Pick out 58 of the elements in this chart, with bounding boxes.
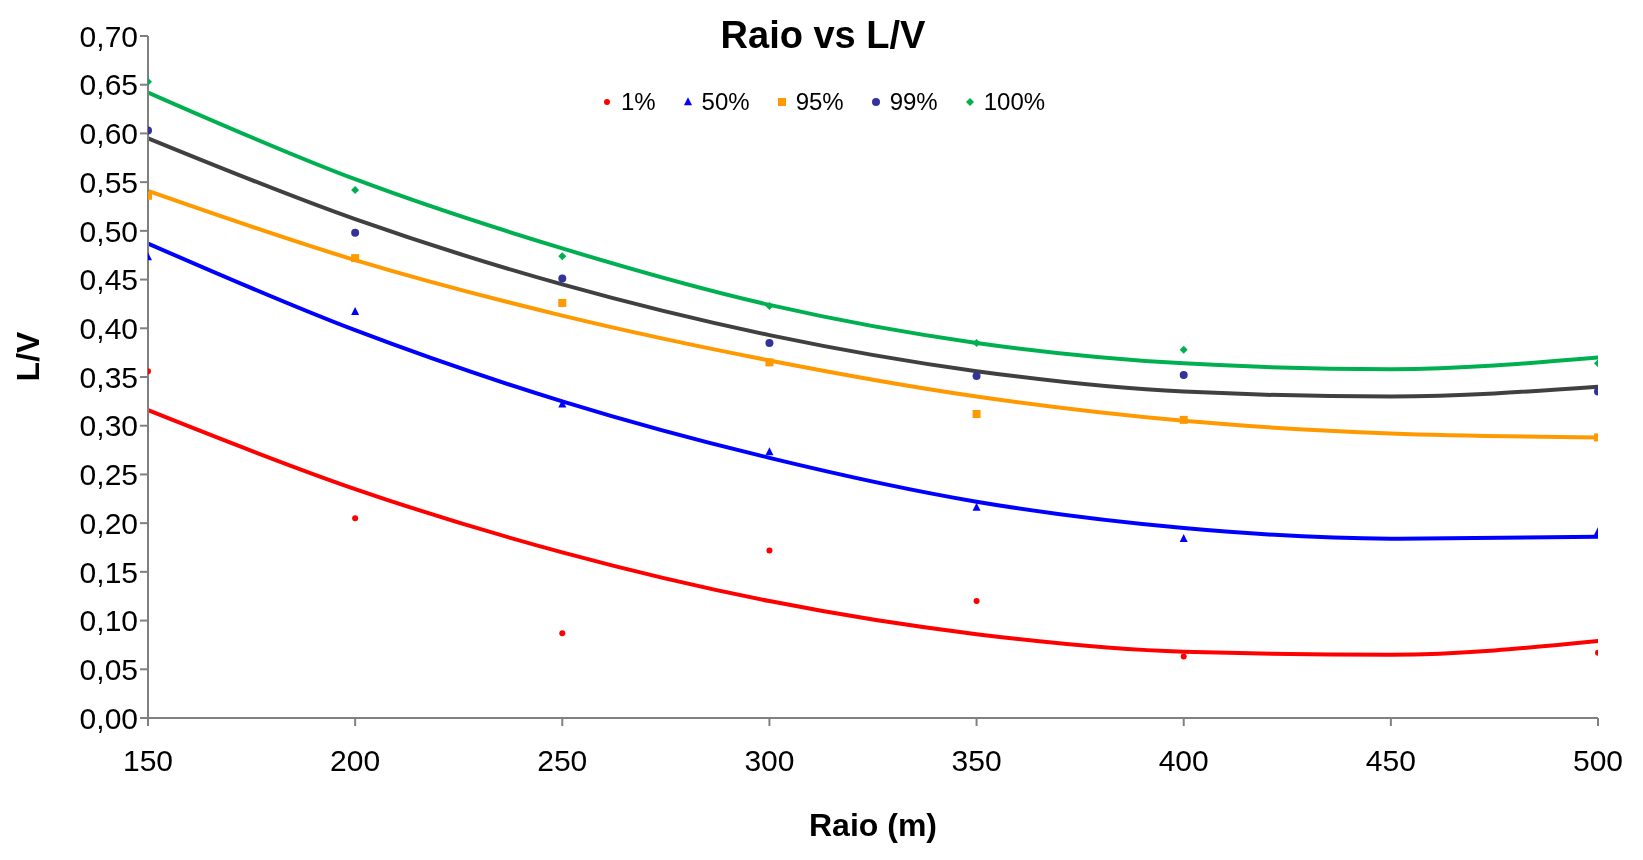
point [973,598,980,605]
y-tick-label: 0,25 [79,458,138,492]
point [972,338,981,347]
y-tick-label: 0,60 [79,117,138,151]
point [765,338,774,347]
legend-label: 95% [795,88,844,116]
y-tick-label: 0,40 [79,311,138,345]
x-tick-label: 350 [951,744,1002,778]
legend-label: 50% [701,88,750,116]
point [1179,345,1188,354]
y-tick-label: 0,00 [79,701,138,735]
legend-label: 100% [983,88,1046,116]
y-tick-label: 0,20 [79,506,138,540]
y-axis-title: L/V [9,330,47,384]
x-axis-title: Raio (m) [808,807,938,844]
point [765,301,774,310]
line-series [148,90,1598,372]
x-tick-label: 200 [330,744,381,778]
legend-label: 99% [889,88,938,116]
y-tick-label: 0,50 [79,214,138,248]
x-tick-label: 500 [1572,744,1624,778]
y-tick-label: 0,30 [79,409,138,443]
point [765,358,774,367]
line-series [148,241,1598,541]
y-tick-label: 0,35 [79,360,138,394]
x-tick-label: 300 [744,744,795,778]
point [765,447,774,456]
point [558,298,567,307]
point [972,502,981,511]
point [1179,415,1188,424]
chart-title: Raio vs L/V [720,14,926,56]
point [351,185,360,194]
x-tick-label: 400 [1158,744,1209,778]
x-tick-label: 250 [537,744,588,778]
y-tick-label: 0,15 [79,555,138,589]
point [351,306,360,315]
point [1180,653,1187,660]
point [559,630,566,637]
point [558,274,567,283]
point [352,515,359,522]
legend-label: 1% [620,88,656,116]
point [1179,533,1188,542]
y-tick-label: 0,65 [79,68,138,102]
y-tick-label: 0,05 [79,652,138,686]
point [351,228,360,237]
point [558,252,567,261]
y-tick-label: 0,55 [79,165,138,199]
point [972,410,981,419]
point [1179,371,1188,380]
point [351,254,360,263]
point [972,372,981,381]
y-tick-label: 0,10 [79,604,138,638]
y-tick-label: 0,70 [79,19,138,53]
point [766,547,773,554]
x-tick-label: 150 [122,744,174,778]
x-tick-label: 450 [1365,744,1416,778]
y-tick-label: 0,45 [79,263,138,297]
line-series [148,136,1598,399]
